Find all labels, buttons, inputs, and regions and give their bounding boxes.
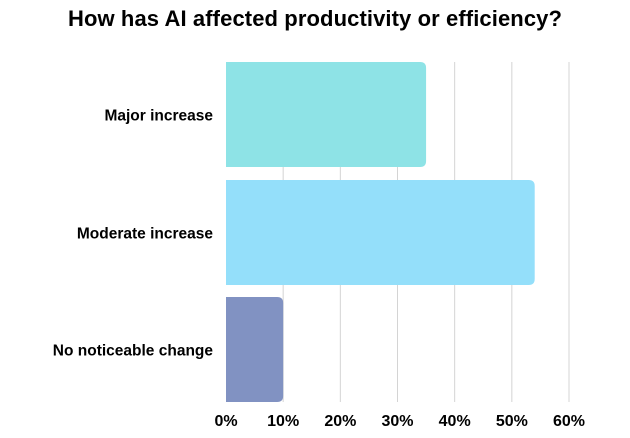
x-axis-tick-labels: 0% 10% 20% 30% 40% 50% 60% xyxy=(214,413,585,430)
chart-title: How has AI affected productivity or effi… xyxy=(67,6,563,31)
x-tick-label: 60% xyxy=(553,413,585,430)
x-tick-label: 0% xyxy=(214,413,237,430)
bar xyxy=(226,297,284,402)
category-label: No noticeable change xyxy=(53,343,214,360)
bars xyxy=(226,62,535,402)
category-labels: Major increase Moderate increase No notice… xyxy=(53,108,214,360)
x-tick-label: 40% xyxy=(439,413,471,430)
x-tick-label: 10% xyxy=(267,413,299,430)
x-tick-label: 50% xyxy=(496,413,528,430)
bar xyxy=(226,180,535,285)
x-tick-label: 30% xyxy=(381,413,413,430)
bar xyxy=(226,62,427,167)
category-label: Moderate increase xyxy=(77,226,213,243)
x-tick-label: 20% xyxy=(324,413,356,430)
category-label: Major increase xyxy=(104,108,213,125)
